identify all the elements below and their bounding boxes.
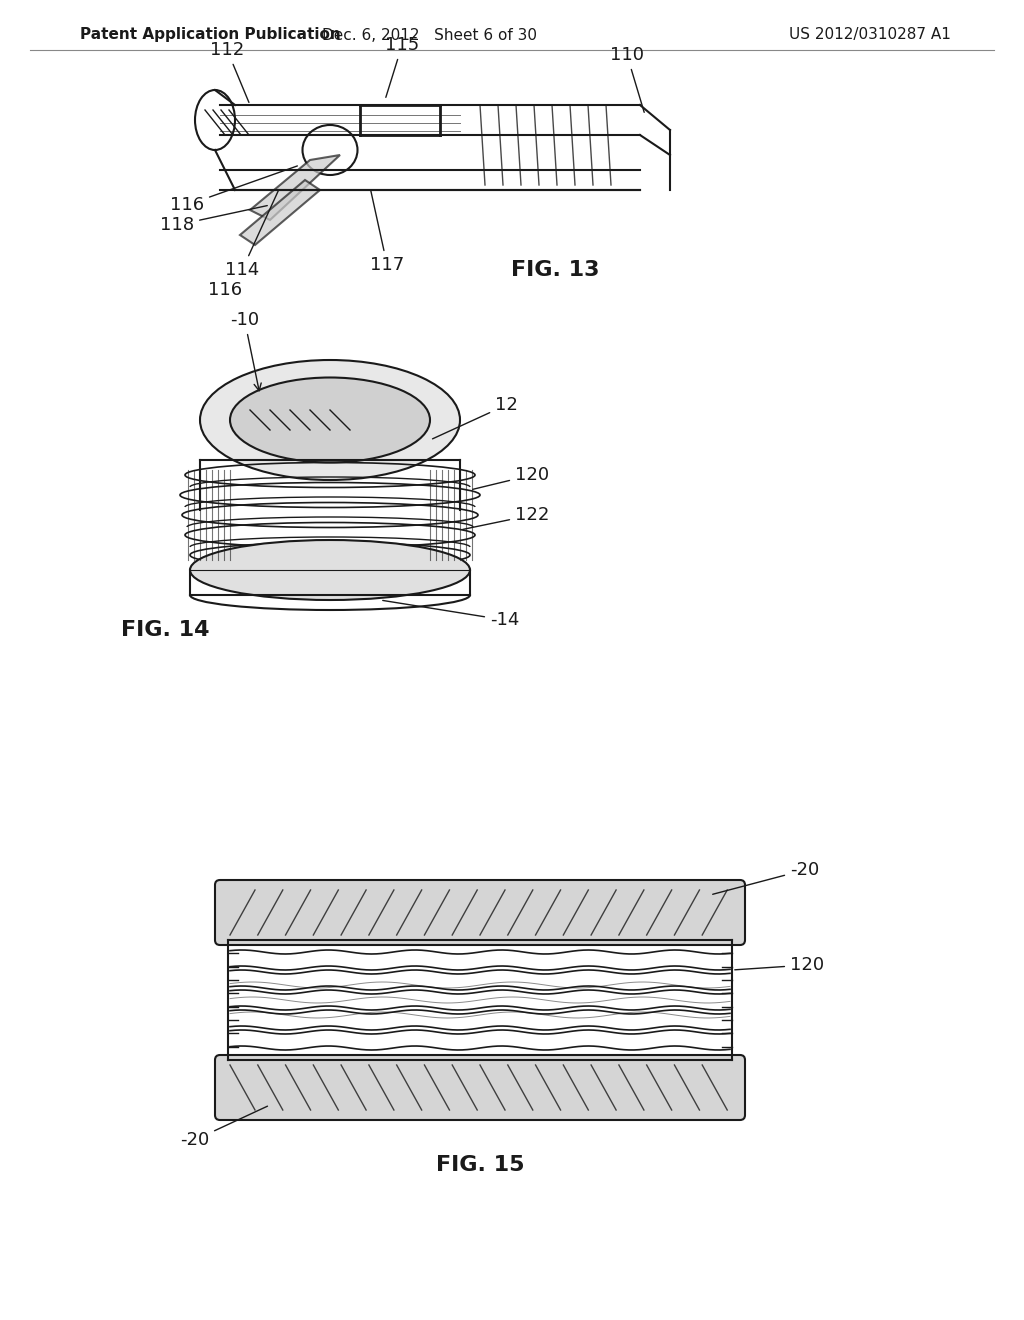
Text: 122: 122 <box>463 506 549 529</box>
Text: 112: 112 <box>210 41 249 103</box>
Text: 114: 114 <box>225 190 279 279</box>
Text: -20: -20 <box>180 1106 267 1148</box>
Text: 120: 120 <box>473 466 549 490</box>
Text: 118: 118 <box>160 206 267 234</box>
Polygon shape <box>240 180 319 246</box>
Text: FIG. 14: FIG. 14 <box>121 620 209 640</box>
Polygon shape <box>250 154 340 220</box>
FancyBboxPatch shape <box>215 1055 745 1119</box>
Text: -14: -14 <box>383 601 519 630</box>
Text: 12: 12 <box>432 396 518 438</box>
Ellipse shape <box>200 360 460 480</box>
Text: 116: 116 <box>208 281 242 300</box>
Text: FIG. 15: FIG. 15 <box>436 1155 524 1175</box>
Text: Patent Application Publication: Patent Application Publication <box>80 28 341 42</box>
Text: Dec. 6, 2012   Sheet 6 of 30: Dec. 6, 2012 Sheet 6 of 30 <box>323 28 538 42</box>
Text: -20: -20 <box>713 861 819 894</box>
Text: FIG. 13: FIG. 13 <box>511 260 599 280</box>
Text: US 2012/0310287 A1: US 2012/0310287 A1 <box>790 28 951 42</box>
Ellipse shape <box>230 378 430 462</box>
Text: 110: 110 <box>610 46 644 112</box>
Ellipse shape <box>190 540 470 601</box>
Text: 120: 120 <box>735 956 824 974</box>
Text: 117: 117 <box>370 190 404 275</box>
FancyBboxPatch shape <box>215 880 745 945</box>
Text: 115: 115 <box>385 36 419 98</box>
Text: 116: 116 <box>170 166 297 214</box>
Text: -10: -10 <box>230 312 261 391</box>
